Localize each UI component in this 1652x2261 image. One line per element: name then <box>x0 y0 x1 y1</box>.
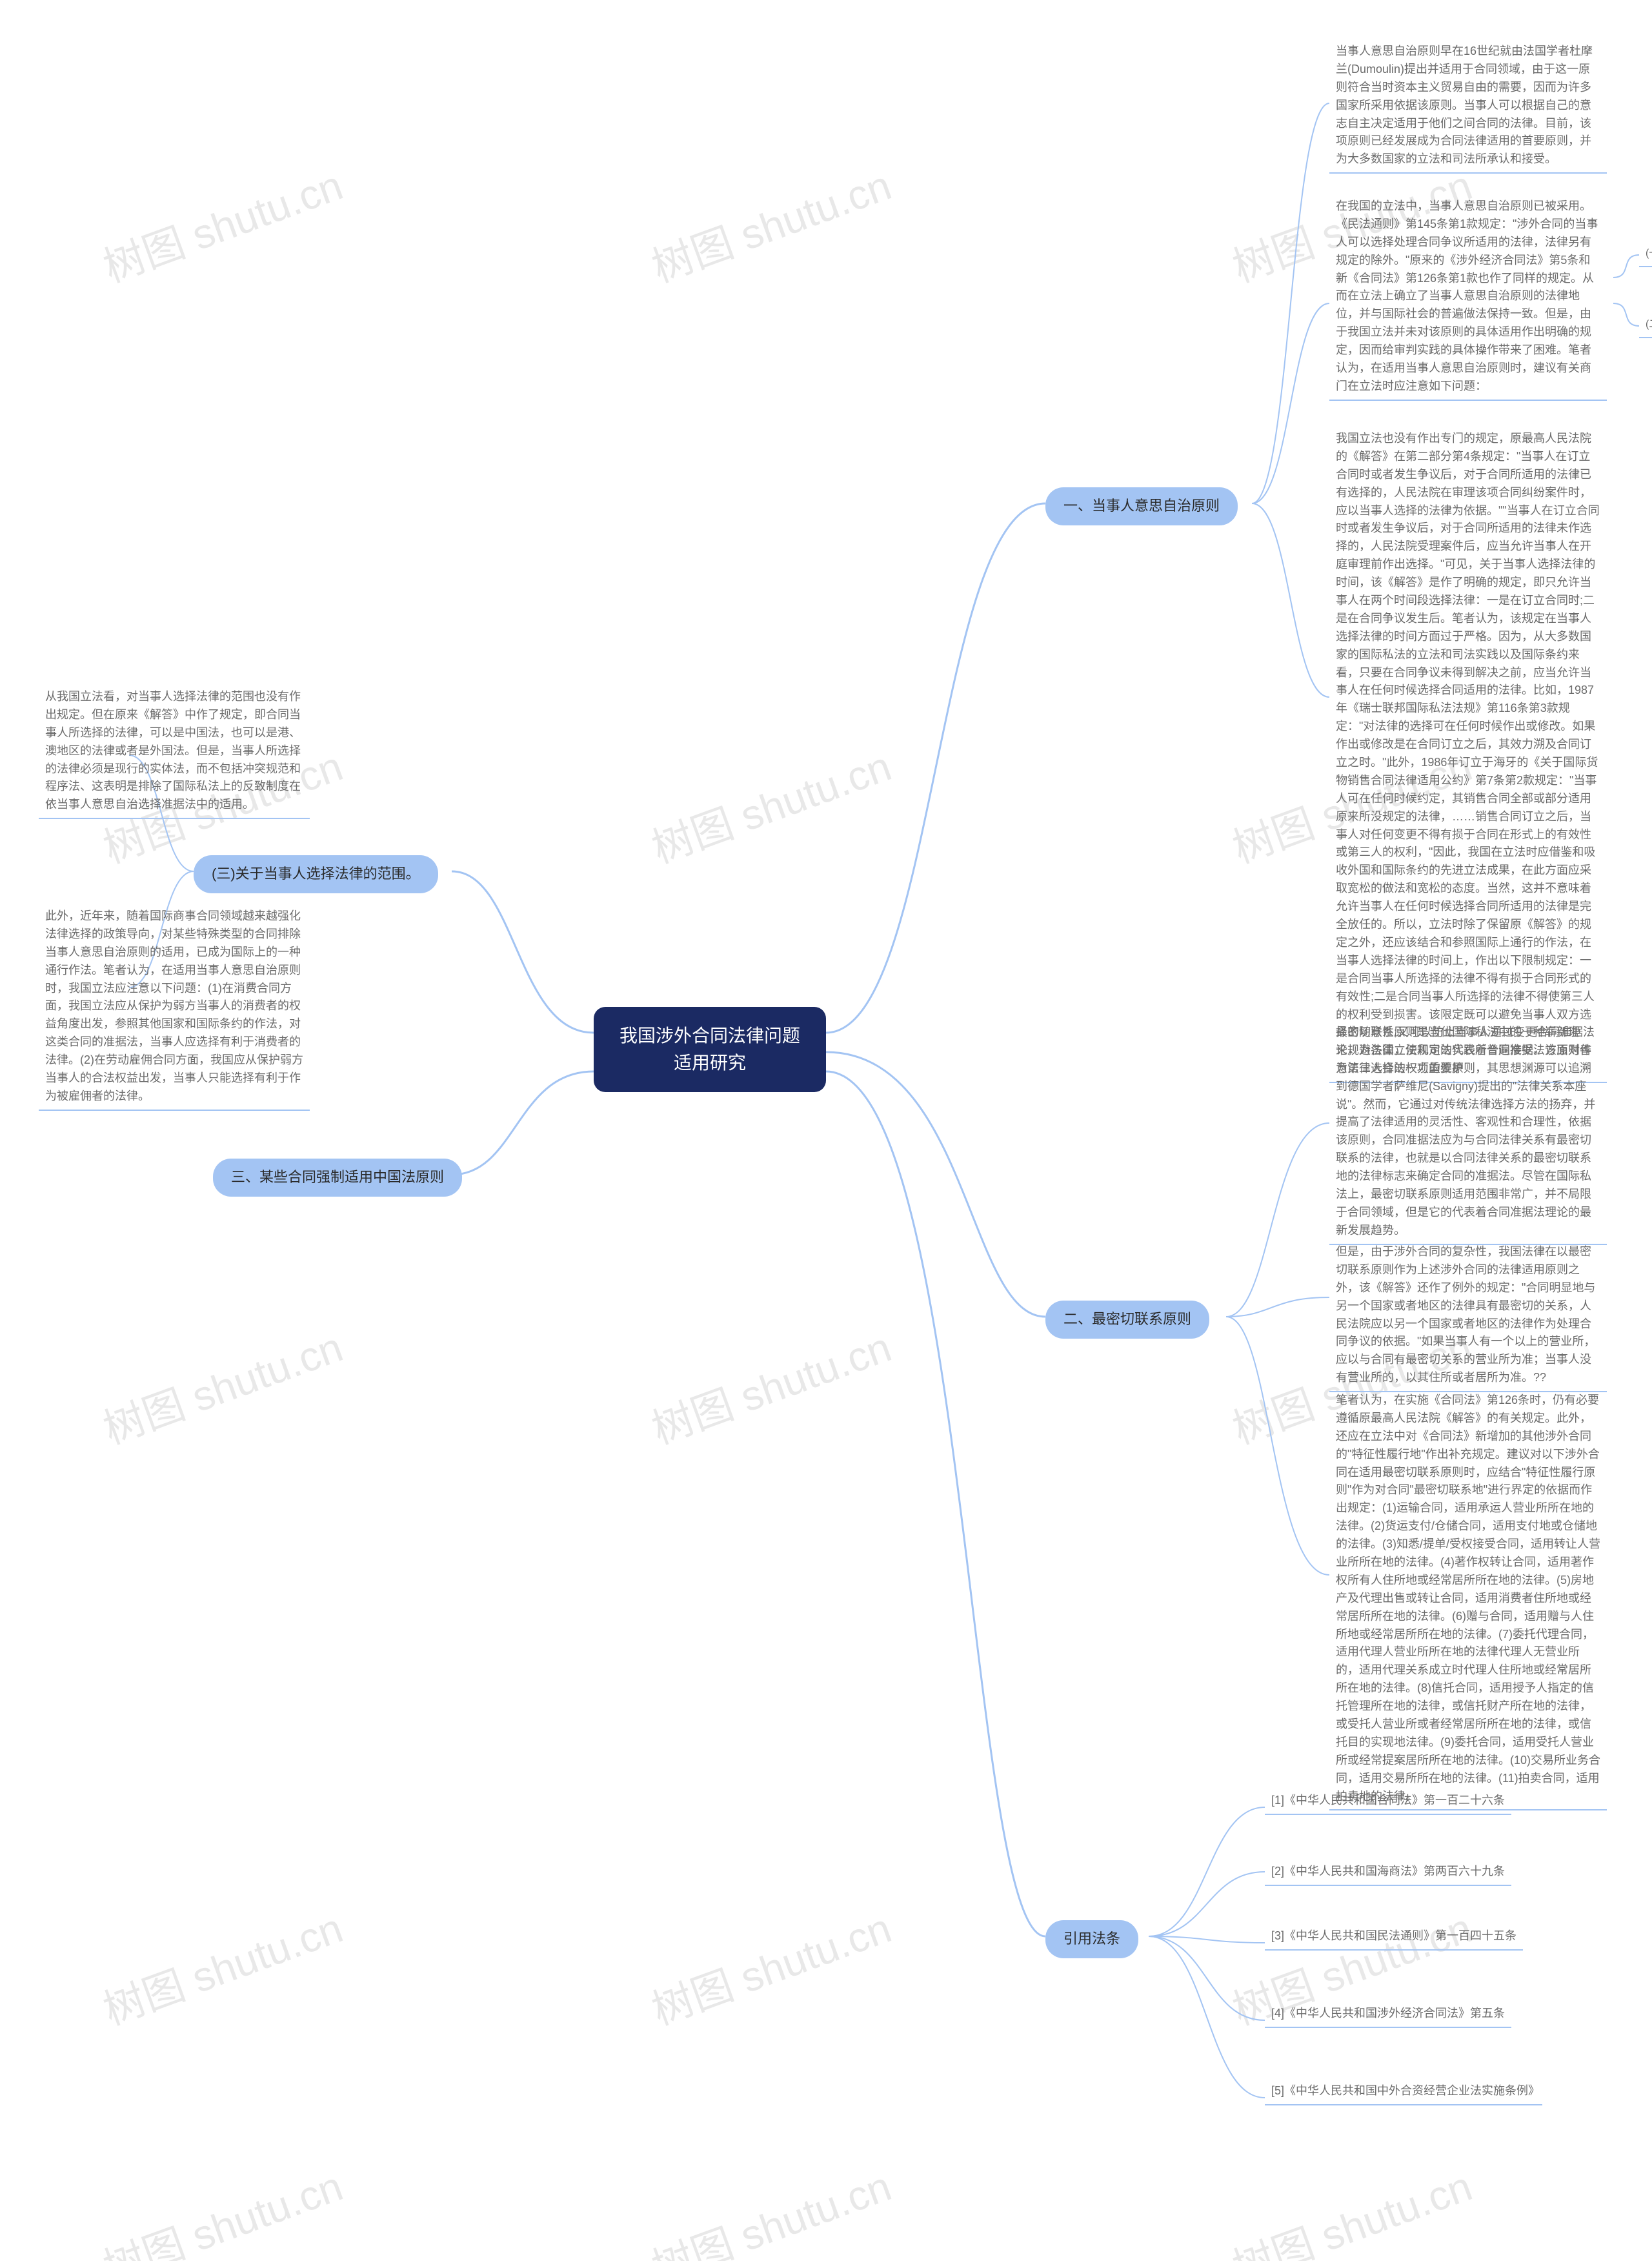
leaf-cite-3: [3]《中华人民共和国民法通则》第一百四十五条 <box>1265 1923 1523 1951</box>
leaf-b1-2b: (二)关于当事人选择法律的时间。 <box>1639 313 1652 338</box>
branch-cited-laws[interactable]: 引用法条 <box>1045 1920 1138 1958</box>
central-topic[interactable]: 我国涉外合同法律问题适用研究 <box>594 1007 826 1092</box>
leaf-cite-4: [4]《中华人民共和国涉外经济合同法》第五条 <box>1265 2001 1511 2028</box>
watermark: 树图 shutu.cn <box>94 2153 350 2261</box>
watermark: 树图 shutu.cn <box>1224 2153 1479 2261</box>
branch-label: 二、最密切联系原则 <box>1063 1311 1191 1327</box>
leaf-left-2: 此外，近年来，随着国际商事合同领域越来越强化法律选择的政策导向，对某些特殊类型的… <box>39 904 310 1111</box>
branch-label: 一、当事人意思自治原则 <box>1063 498 1220 514</box>
watermark: 树图 shutu.cn <box>643 1895 898 2036</box>
branch-scope[interactable]: (三)关于当事人选择法律的范围。 <box>194 855 438 893</box>
central-topic-text: 我国涉外合同法律问题适用研究 <box>620 1026 800 1073</box>
watermark: 树图 shutu.cn <box>643 152 898 294</box>
watermark: 树图 shutu.cn <box>643 1314 898 1455</box>
leaf-b2-3: 笔者认为，在实施《合同法》第126条时，仍有必要遵循原最高人民法院《解答》的有关… <box>1329 1388 1607 1810</box>
leaf-cite-2: [2]《中华人民共和国海商法》第两百六十九条 <box>1265 1859 1511 1886</box>
leaf-b2-2: 但是，由于涉外合同的复杂性，我国法律在以最密切联系原则作为上述涉外合同的法律适用… <box>1329 1239 1607 1392</box>
leaf-cite-5: [5]《中华人民共和国中外合资经营企业法实施条例》 <box>1265 2078 1542 2105</box>
leaf-b1-3: 我国立法也没有作出专门的规定，原最高人民法院的《解答》在第二部分第4条规定："当… <box>1329 426 1607 1083</box>
watermark: 树图 shutu.cn <box>94 1895 350 2036</box>
leaf-left-1: 从我国立法看，对当事人选择法律的范围也没有作出规定。但在原来《解答》中作了规定，… <box>39 684 310 819</box>
watermark: 树图 shutu.cn <box>94 1314 350 1455</box>
leaf-b1-2: 在我国的立法中，当事人意思自治原则已被采用。《民法通则》第145条第1款规定："… <box>1329 194 1607 401</box>
leaf-cite-1: [1]《中华人民共和国合同法》第一百二十六条 <box>1265 1788 1511 1815</box>
branch-principle-3[interactable]: 三、某些合同强制适用中国法原则 <box>213 1159 462 1197</box>
watermark: 树图 shutu.cn <box>643 733 898 875</box>
branch-principle-2[interactable]: 二、最密切联系原则 <box>1045 1301 1209 1339</box>
watermark: 树图 shutu.cn <box>94 152 350 294</box>
branch-label: 引用法条 <box>1063 1931 1120 1947</box>
branch-label: (三)关于当事人选择法律的范围。 <box>212 866 420 882</box>
branch-principle-1[interactable]: 一、当事人意思自治原则 <box>1045 487 1238 525</box>
leaf-b1-2a: (一)关于当事人选择法律的方式。 <box>1639 242 1652 267</box>
leaf-b2-1: 最密切联系原则是当代国际私法中的一种崭新理论，为各国立法和司法实践所普遍接受。该… <box>1329 1020 1607 1245</box>
branch-label: 三、某些合同强制适用中国法原则 <box>231 1169 444 1185</box>
leaf-b1-1: 当事人意思自治原则早在16世纪就由法国学者杜摩兰(Dumoulin)提出并适用于… <box>1329 39 1607 174</box>
watermark: 树图 shutu.cn <box>643 2153 898 2261</box>
